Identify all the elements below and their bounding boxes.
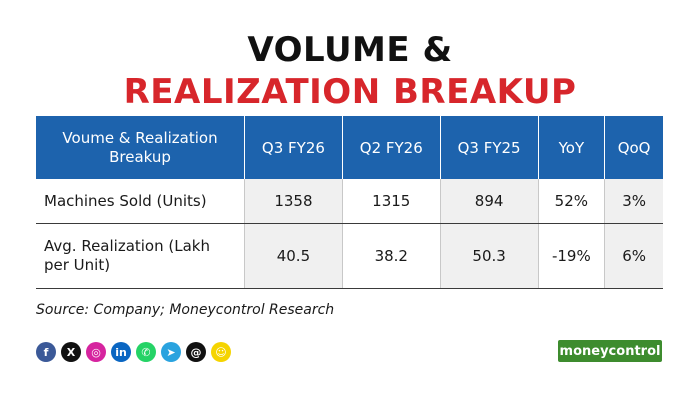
column-header: QoQ bbox=[604, 116, 663, 179]
table-cell: 1315 bbox=[342, 179, 441, 224]
table-cell: 6% bbox=[604, 223, 663, 289]
social-icons: f X ◎ in ✆ ➤ @ ☺ bbox=[36, 342, 231, 362]
snapchat-icon[interactable]: ☺ bbox=[211, 342, 231, 362]
table-row: Machines Sold (Units) 1358 1315 894 52% … bbox=[36, 179, 663, 224]
row-label: Machines Sold (Units) bbox=[36, 179, 245, 224]
column-header: Voume & Realization Breakup bbox=[36, 116, 245, 179]
table-cell: 38.2 bbox=[342, 223, 441, 289]
title-line-2: REALIZATION BREAKUP bbox=[123, 72, 577, 112]
table-row: Avg. Realization (Lakh per Unit) 40.5 38… bbox=[36, 223, 663, 289]
table-header-row: Voume & Realization Breakup Q3 FY26 Q2 F… bbox=[36, 116, 663, 179]
linkedin-icon[interactable]: in bbox=[111, 342, 131, 362]
x-icon[interactable]: X bbox=[61, 342, 81, 362]
table-cell: 50.3 bbox=[440, 223, 539, 289]
moneycontrol-logo[interactable]: moneycontrol bbox=[558, 340, 662, 362]
source-note: Source: Company; Moneycontrol Research bbox=[36, 302, 335, 318]
telegram-icon[interactable]: ➤ bbox=[161, 342, 181, 362]
column-header: Q3 FY25 bbox=[440, 116, 539, 179]
column-header: YoY bbox=[538, 116, 606, 179]
row-label: Avg. Realization (Lakh per Unit) bbox=[36, 223, 245, 289]
table-cell: -19% bbox=[538, 223, 606, 289]
data-table: Voume & Realization Breakup Q3 FY26 Q2 F… bbox=[36, 116, 663, 289]
table-cell: 52% bbox=[538, 179, 606, 224]
facebook-icon[interactable]: f bbox=[36, 342, 56, 362]
title-line-1: VOLUME & bbox=[247, 30, 453, 70]
instagram-icon[interactable]: ◎ bbox=[86, 342, 106, 362]
column-header: Q3 FY26 bbox=[244, 116, 343, 179]
column-header: Q2 FY26 bbox=[342, 116, 441, 179]
table-cell: 40.5 bbox=[244, 223, 343, 289]
table-cell: 894 bbox=[440, 179, 539, 224]
table-cell: 1358 bbox=[244, 179, 343, 224]
whatsapp-icon[interactable]: ✆ bbox=[136, 342, 156, 362]
table-cell: 3% bbox=[604, 179, 663, 224]
threads-icon[interactable]: @ bbox=[186, 342, 206, 362]
